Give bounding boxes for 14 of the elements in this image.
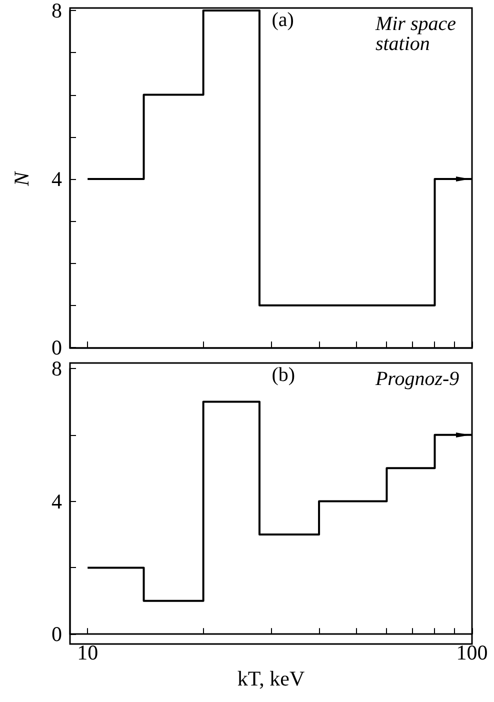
x-tick-label: 100 [456,640,488,665]
annotation: Prognoz-9 [374,368,460,390]
x-tick-label: 10 [77,640,98,665]
y-tick-label: 0 [52,622,62,646]
y-tick-label: 8 [52,356,62,380]
y-tick-label: 0 [52,336,62,360]
annotation: Mir space station [374,13,461,55]
y-tick-label: 4 [52,489,62,514]
annotation: (b) [272,364,296,386]
y-axis-title: N [10,171,34,188]
y-tick-label: 4 [52,167,62,191]
x-axis-title: kT, keV [237,666,305,690]
annotation: (a) [272,9,294,31]
y-tick-label: 8 [52,0,62,22]
